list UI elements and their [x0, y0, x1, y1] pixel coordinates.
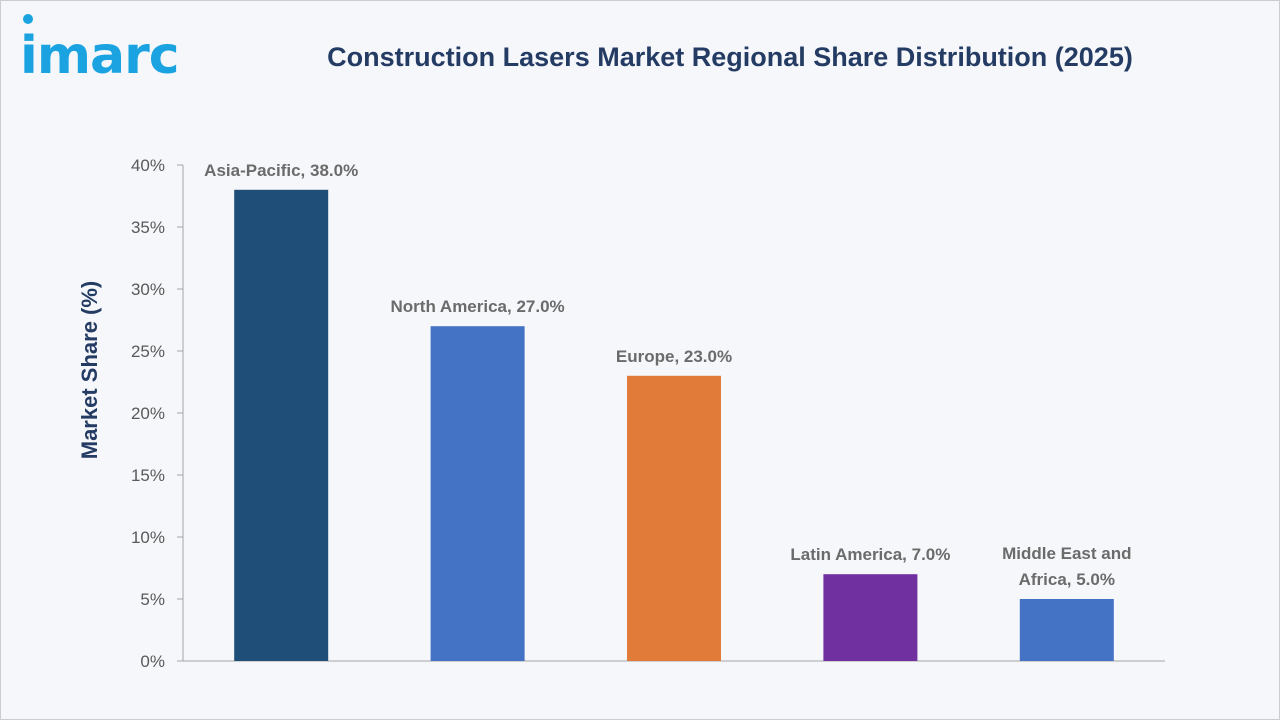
- data-label: Middle East and: [1002, 544, 1131, 563]
- data-labels: Asia-Pacific, 38.0% North America, 27.0% E…: [204, 161, 1131, 589]
- axes: 0% 5% 10% 15% 20% 25% 30% 35% 40%: [131, 156, 1165, 671]
- y-tick-label: 5%: [140, 590, 165, 609]
- imarc-logo: imarc: [20, 26, 180, 86]
- data-label: Asia-Pacific, 38.0%: [204, 161, 358, 180]
- y-tick-label: 35%: [131, 218, 165, 237]
- data-label: Africa, 5.0%: [1019, 570, 1115, 589]
- bar-asia-pacific: [234, 189, 329, 662]
- y-tick-label: 20%: [131, 404, 165, 423]
- chart-title: Construction Lasers Market Regional Shar…: [327, 42, 1133, 72]
- y-tick-label: 15%: [131, 466, 165, 485]
- bar-latin-america: [823, 574, 918, 661]
- data-label: North America, 27.0%: [391, 297, 565, 316]
- y-tick-label: 25%: [131, 342, 165, 361]
- data-label: Latin America, 7.0%: [790, 545, 950, 564]
- y-tick-label: 40%: [131, 156, 165, 175]
- bar-north-america: [430, 326, 525, 661]
- y-tick-label: 10%: [131, 528, 165, 547]
- y-tick-label: 0%: [140, 652, 165, 671]
- y-tick-label: 30%: [131, 280, 165, 299]
- y-axis-label: Market Share (%): [77, 281, 102, 460]
- bar-middle-east-and-africa: [1019, 599, 1114, 661]
- bars: [234, 189, 1114, 662]
- logo-dot: [23, 14, 33, 24]
- bar-europe: [627, 375, 721, 661]
- data-label: Europe, 23.0%: [616, 347, 732, 366]
